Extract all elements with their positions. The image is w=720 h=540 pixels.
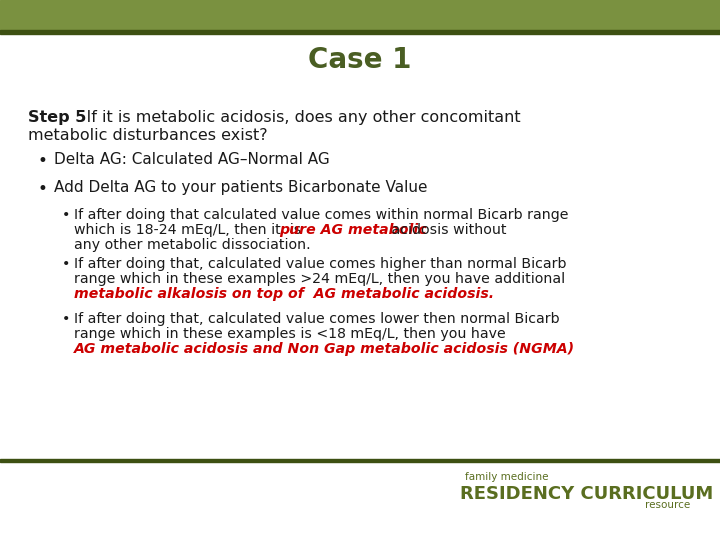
Text: If after doing that calculated value comes within normal Bicarb range: If after doing that calculated value com… (74, 208, 569, 222)
Text: which is 18-24 mEq/L, then it  is: which is 18-24 mEq/L, then it is (74, 223, 306, 237)
Text: Delta AG: Calculated AG–Normal AG: Delta AG: Calculated AG–Normal AG (54, 152, 330, 167)
Text: •: • (38, 180, 48, 198)
Text: If after doing that, calculated value comes lower then normal Bicarb: If after doing that, calculated value co… (74, 312, 559, 326)
Text: Case 1: Case 1 (308, 46, 412, 74)
Text: •: • (62, 312, 71, 326)
Text: Step 5: Step 5 (28, 110, 86, 125)
Text: family medicine: family medicine (465, 472, 549, 482)
Text: AG metabolic acidosis and Non Gap metabolic acidosis (NGMA): AG metabolic acidosis and Non Gap metabo… (74, 342, 575, 356)
Text: Add Delta AG to your patients Bicarbonate Value: Add Delta AG to your patients Bicarbonat… (54, 180, 428, 195)
Text: •: • (62, 257, 71, 271)
Text: resource: resource (644, 500, 690, 510)
Text: metabolic alkalosis on top of  AG metabolic acidosis.: metabolic alkalosis on top of AG metabol… (74, 287, 494, 301)
Text: pure AG metabolic: pure AG metabolic (279, 223, 427, 237)
Text: range which in these examples >24 mEq/L, then you have additional: range which in these examples >24 mEq/L,… (74, 272, 565, 286)
Text: : If it is metabolic acidosis, does any other concomitant: : If it is metabolic acidosis, does any … (76, 110, 521, 125)
Text: range which in these examples is <18 mEq/L, then you have: range which in these examples is <18 mEq… (74, 327, 505, 341)
Text: •: • (62, 208, 71, 222)
Bar (0, 30, 720, 34)
Text: acidosis without: acidosis without (387, 223, 506, 237)
Bar (0, 459, 720, 462)
Text: If after doing that, calculated value comes higher than normal Bicarb: If after doing that, calculated value co… (74, 257, 567, 271)
Text: metabolic disturbances exist?: metabolic disturbances exist? (28, 128, 268, 143)
Text: •: • (38, 152, 48, 170)
Text: any other metabolic dissociation.: any other metabolic dissociation. (74, 238, 310, 252)
Bar (0, 0, 720, 30)
Text: RESIDENCY CURRICULUM: RESIDENCY CURRICULUM (460, 485, 714, 503)
